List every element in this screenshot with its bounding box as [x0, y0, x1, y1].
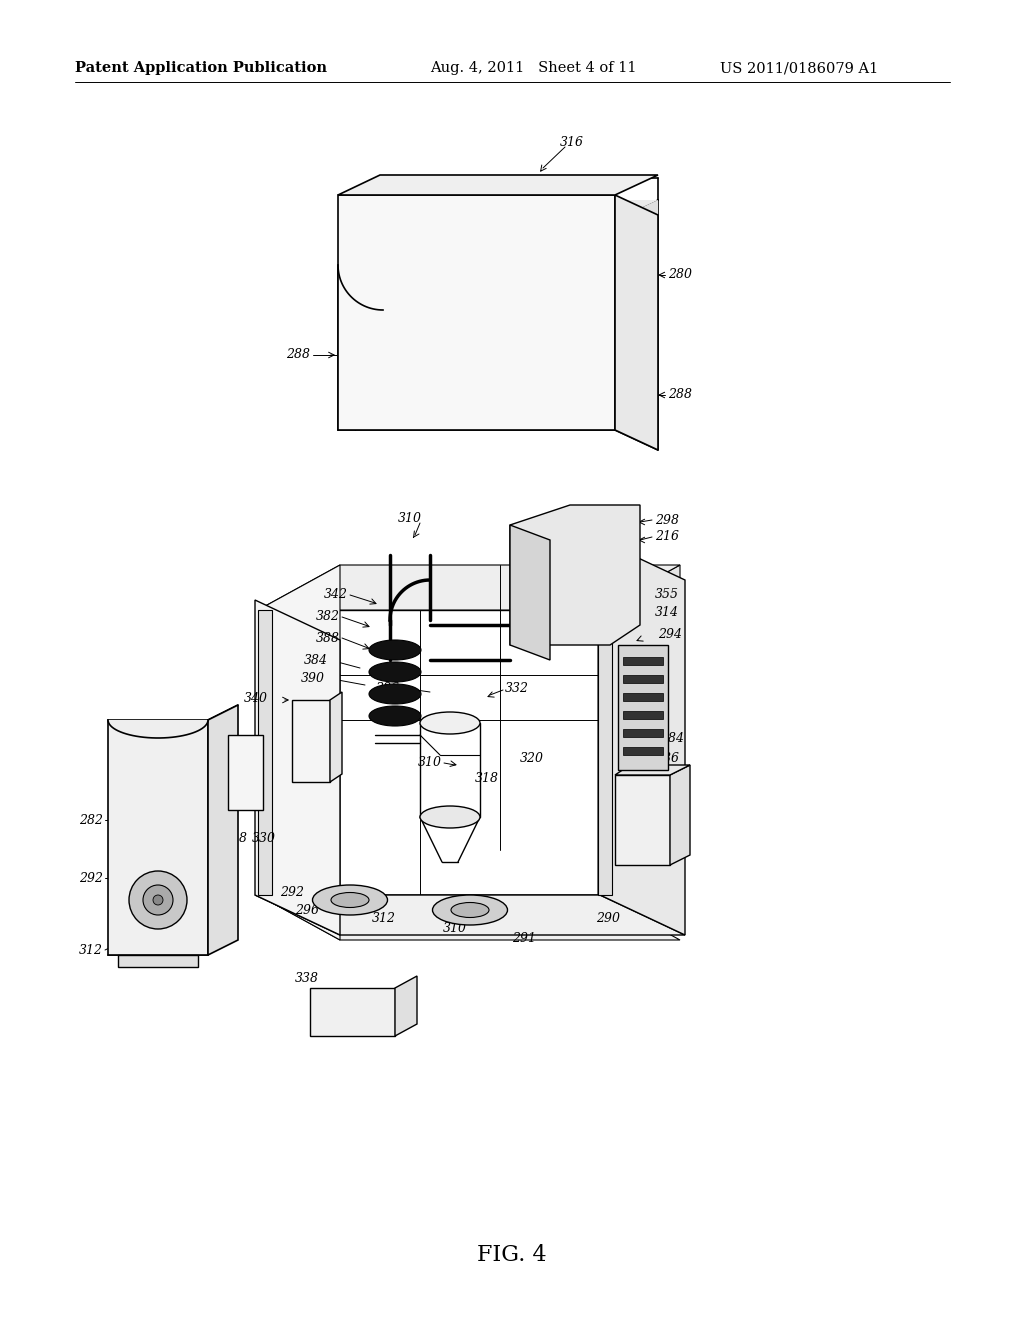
Polygon shape	[108, 719, 208, 954]
Text: US 2011/0186079 A1: US 2011/0186079 A1	[720, 61, 879, 75]
Polygon shape	[258, 610, 272, 895]
Polygon shape	[258, 895, 680, 940]
Text: 292: 292	[79, 871, 103, 884]
Polygon shape	[258, 565, 680, 610]
Text: 284: 284	[660, 731, 684, 744]
Polygon shape	[338, 195, 615, 430]
Polygon shape	[623, 675, 663, 682]
Polygon shape	[618, 645, 668, 770]
Polygon shape	[118, 954, 198, 968]
Polygon shape	[310, 987, 395, 1036]
Polygon shape	[598, 610, 612, 895]
Polygon shape	[208, 705, 238, 954]
Polygon shape	[623, 711, 663, 719]
Polygon shape	[510, 525, 550, 660]
Text: 312: 312	[79, 944, 103, 957]
Text: 316: 316	[560, 136, 584, 149]
Polygon shape	[623, 747, 663, 755]
Text: 216: 216	[655, 531, 679, 544]
Ellipse shape	[369, 706, 421, 726]
Text: Patent Application Publication: Patent Application Publication	[75, 61, 327, 75]
Text: 390: 390	[301, 672, 325, 685]
Text: 291: 291	[512, 932, 536, 945]
Ellipse shape	[420, 711, 480, 734]
Polygon shape	[670, 766, 690, 865]
Ellipse shape	[129, 871, 187, 929]
Text: 332: 332	[505, 681, 529, 694]
Text: 294: 294	[658, 628, 682, 642]
Text: 288: 288	[668, 388, 692, 401]
Text: 296: 296	[295, 903, 319, 916]
Ellipse shape	[451, 903, 489, 917]
Polygon shape	[380, 178, 658, 220]
Text: 288: 288	[286, 348, 310, 362]
Text: 314: 314	[655, 606, 679, 619]
Polygon shape	[623, 657, 663, 665]
Text: 388: 388	[316, 631, 340, 644]
Polygon shape	[338, 220, 615, 430]
Text: 340: 340	[244, 692, 268, 705]
Text: 310: 310	[443, 921, 467, 935]
Text: 280: 280	[668, 268, 692, 281]
Polygon shape	[600, 540, 685, 935]
Ellipse shape	[143, 884, 173, 915]
Ellipse shape	[153, 895, 163, 906]
Polygon shape	[338, 265, 383, 310]
Polygon shape	[228, 735, 263, 810]
Text: 384: 384	[304, 653, 328, 667]
Ellipse shape	[369, 640, 421, 660]
Text: 298: 298	[655, 513, 679, 527]
Text: 338: 338	[295, 972, 319, 985]
Polygon shape	[623, 693, 663, 701]
Text: 290: 290	[596, 912, 620, 924]
Text: 330: 330	[252, 832, 276, 845]
Ellipse shape	[420, 807, 480, 828]
Text: Aug. 4, 2011   Sheet 4 of 11: Aug. 4, 2011 Sheet 4 of 11	[430, 61, 637, 75]
Polygon shape	[258, 565, 340, 940]
Text: 310: 310	[418, 756, 442, 770]
Polygon shape	[255, 895, 685, 935]
Text: 318: 318	[475, 771, 499, 784]
Polygon shape	[615, 766, 690, 775]
Polygon shape	[395, 975, 417, 1036]
Text: 382: 382	[316, 610, 340, 623]
Polygon shape	[292, 700, 330, 781]
Polygon shape	[615, 201, 658, 450]
Polygon shape	[623, 729, 663, 737]
Text: 380: 380	[518, 565, 542, 578]
Text: 292: 292	[280, 887, 304, 899]
Polygon shape	[598, 565, 680, 895]
Polygon shape	[615, 195, 658, 450]
Text: 282: 282	[79, 813, 103, 826]
Text: 320: 320	[520, 751, 544, 764]
Ellipse shape	[312, 884, 387, 915]
Text: 310: 310	[398, 511, 422, 524]
Text: 312: 312	[372, 912, 396, 924]
Ellipse shape	[331, 892, 369, 908]
Polygon shape	[108, 719, 208, 738]
Text: 286: 286	[655, 751, 679, 764]
Polygon shape	[510, 506, 640, 645]
Text: FIG. 4: FIG. 4	[477, 1243, 547, 1266]
Polygon shape	[330, 692, 342, 781]
Text: 386: 386	[376, 681, 400, 694]
Text: 328: 328	[224, 832, 248, 845]
Polygon shape	[615, 775, 670, 865]
Polygon shape	[255, 601, 340, 935]
Ellipse shape	[432, 895, 508, 925]
Text: 355: 355	[655, 589, 679, 602]
Text: 342: 342	[324, 589, 348, 602]
Text: 334: 334	[204, 869, 228, 882]
Polygon shape	[338, 176, 658, 195]
Ellipse shape	[369, 684, 421, 704]
Ellipse shape	[369, 663, 421, 682]
